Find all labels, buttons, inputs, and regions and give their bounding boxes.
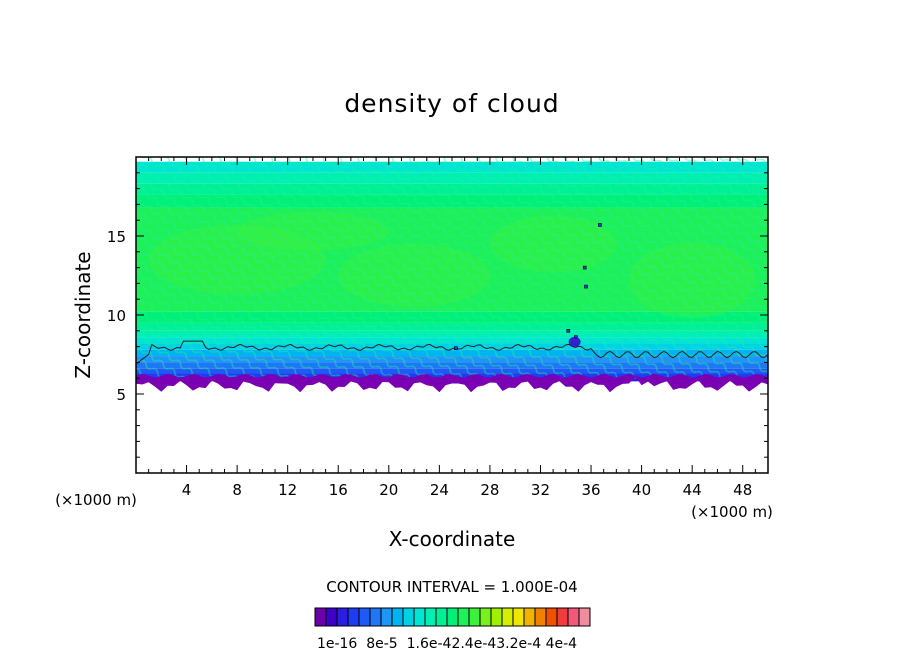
cloud-speck: [453, 346, 458, 350]
colorbar-swatch: [336, 607, 349, 627]
x-axis-ticks: 4 8 12 16 20 24 28 32 36 40 44 48: [135, 157, 769, 499]
x-tick-label: 16: [329, 481, 348, 499]
x-tick-label: 24: [430, 481, 449, 499]
colorbar-swatch: [545, 607, 558, 627]
x-tick-label: 8: [232, 481, 242, 499]
x-tick-label: 12: [278, 481, 297, 499]
x-tick-label: 32: [531, 481, 550, 499]
cloud-speck: [566, 328, 571, 333]
colorbar: [314, 607, 591, 627]
colorbar-swatch: [512, 607, 525, 627]
contour-line: [136, 340, 768, 365]
cloud-speck: [598, 223, 602, 227]
colorbar-swatch: [446, 607, 459, 627]
cloud-specks: [453, 223, 602, 350]
cloud-base-edge: [136, 373, 768, 393]
x-tick-label: 48: [733, 481, 752, 499]
colorbar-swatch: [347, 607, 360, 627]
ripple-texture: [136, 157, 768, 377]
colorbar-swatch: [413, 607, 426, 627]
colorbar-swatch: [556, 607, 569, 627]
x-axis-label: X-coordinate: [389, 527, 516, 551]
colorbar-swatch: [578, 607, 591, 627]
colorbar-swatch: [369, 607, 382, 627]
cloud-speck: [582, 265, 587, 270]
plot-area: [136, 157, 768, 473]
y-axis-label: Z-coordinate: [71, 251, 95, 378]
x-tick-label: 40: [632, 481, 651, 499]
x-axis-unit-left: (×1000 m): [55, 491, 137, 509]
colorbar-swatch: [457, 607, 470, 627]
colorbar-swatch: [435, 607, 448, 627]
x-tick-label: 20: [379, 481, 398, 499]
contour-interval-label: CONTOUR INTERVAL = 1.000E-04: [326, 578, 577, 596]
colorbar-swatch: [325, 607, 338, 627]
x-tick-label: 36: [581, 481, 600, 499]
chart-title: density of cloud: [344, 89, 559, 118]
colorbar-swatch: [479, 607, 492, 627]
y-axis-ticks: 5 10 15: [107, 156, 768, 474]
x-tick-label: 28: [480, 481, 499, 499]
colorbar-swatch: [391, 607, 404, 627]
colorbar-swatch: [314, 607, 327, 627]
colorbar-swatch: [523, 607, 536, 627]
colorbar-swatch: [380, 607, 393, 627]
cloud-speck: [568, 336, 581, 347]
colorbar-swatch: [501, 607, 514, 627]
cloud-free-region: [136, 386, 768, 473]
x-tick-label: 4: [182, 481, 192, 499]
colorbar-swatch: [567, 607, 580, 627]
colorbar-swatch: [490, 607, 503, 627]
y-tick-label: 10: [107, 307, 126, 325]
colorbar-swatch: [534, 607, 547, 627]
x-tick-label: 44: [683, 481, 702, 499]
y-tick-label: 15: [107, 228, 126, 246]
y-tick-label: 5: [116, 386, 126, 404]
colorbar-swatch: [468, 607, 481, 627]
colorbar-swatch: [358, 607, 371, 627]
colorbar-swatch: [424, 607, 437, 627]
colorbar-swatch: [402, 607, 415, 627]
x-axis-unit-right: (×1000 m): [691, 503, 773, 521]
cloud-speck: [584, 284, 588, 289]
colorbar-labels: 1e-16 8e-5 1.6e-42.4e-43.2e-4 4e-4: [317, 636, 577, 652]
